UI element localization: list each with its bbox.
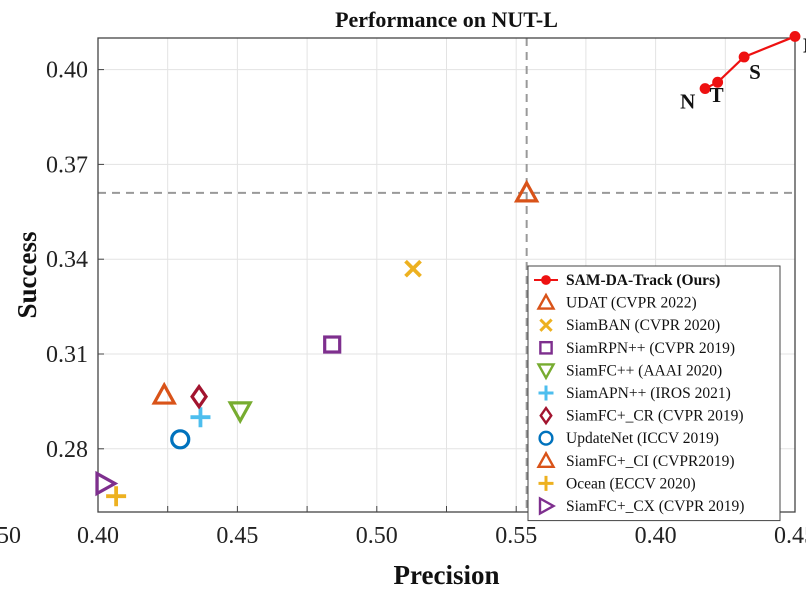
legend-marker-siamfc-cx-cvpr-2019 xyxy=(538,496,556,516)
legend-label-udat-cvpr-2022: UDAT (CVPR 2022) xyxy=(566,295,697,312)
chart-title: Performance on NUT-L xyxy=(335,7,558,32)
legend-marker-siamrpn-cvpr-2019 xyxy=(539,340,553,355)
legend-marker-sam-da-track-ours xyxy=(541,275,551,285)
marker-siamfc-cx-cvpr-2019 xyxy=(95,470,119,497)
legend-label-ocean-eccv-2020: Ocean (ECCV 2020) xyxy=(566,475,696,492)
legend-box xyxy=(527,265,781,522)
point-label-t: T xyxy=(710,83,724,107)
legend-label-sam-da-track-ours: SAM-DA-Track (Ours) xyxy=(566,272,720,289)
legend-label-siamapn-iros-2021: SiamAPN++ (IROS 2021) xyxy=(566,385,731,402)
y-tick-label: 0.31 xyxy=(46,342,88,368)
x-tick-label: 0.45 xyxy=(216,523,258,549)
x-tick-label: 0.55 xyxy=(495,523,537,549)
legend-label-updatenet-iccv-2019: UpdateNet (ICCV 2019) xyxy=(566,430,719,447)
y-tick-label: 0.28 xyxy=(46,437,88,463)
point-label-b: B xyxy=(803,33,806,57)
legend-marker-siamfc-cr-cvpr-2019 xyxy=(539,406,553,426)
point-label-s: S xyxy=(749,60,761,84)
x-tick-label: 0.50 xyxy=(0,523,21,549)
point-sam-da-track-ours-n xyxy=(699,83,711,95)
marker-siamrpn-cvpr-2019 xyxy=(323,335,342,354)
legend-label-siamban-cvpr-2020: SiamBAN (CVPR 2020) xyxy=(566,317,720,334)
legend-label-siamfc-aaai-2020: SiamFC++ (AAAI 2020) xyxy=(566,362,722,379)
tick-layer: 0.40 0.45 0.50 0.55 0.40 0.45 0.50 0.28 0.31 0.34… xyxy=(0,58,806,549)
legend: SAM-DA-Track (Ours) UDAT (CVPR 2022) SiamB… xyxy=(527,265,781,522)
legend-label-siamfc-cx-cvpr-2019: SiamFC+_CX (CVPR 2019) xyxy=(566,498,744,515)
x-tick-label: 0.45 xyxy=(774,523,806,549)
marker-siamban-cvpr-2020 xyxy=(404,259,422,278)
marker-updatenet-iccv-2019 xyxy=(170,429,191,450)
legend-label-siamfc-cr-cvpr-2019: SiamFC+_CR (CVPR 2019) xyxy=(566,408,744,425)
legend-marker-siamapn-iros-2021 xyxy=(538,385,554,401)
legend-marker-siamban-cvpr-2020 xyxy=(539,318,553,332)
point-sam-da-track-ours-s xyxy=(738,51,750,63)
marker-ocean-eccv-2020 xyxy=(106,486,127,507)
data-marks: NT S B xyxy=(95,30,806,507)
series-line-sam-da-track-ours xyxy=(704,35,796,90)
legend-marker-ocean-eccv-2020 xyxy=(538,475,554,491)
legend-marker-siamfc-ci-cvpr2019 xyxy=(536,450,556,468)
marker-siamfc-ci-cvpr2019 xyxy=(151,381,177,405)
point-sam-da-track-ours-t xyxy=(712,76,724,88)
point-sam-da-track-ours-b xyxy=(789,30,801,42)
y-axis-title: Success xyxy=(12,232,42,319)
legend-marker-udat-cvpr-2022 xyxy=(536,292,556,310)
marker-udat-cvpr-2022 xyxy=(513,179,540,203)
x-tick-label: 0.40 xyxy=(77,523,119,549)
x-axis-title: Precision xyxy=(394,560,500,590)
reference-lines xyxy=(98,38,795,512)
legend-label-siamrpn-cvpr-2019: SiamRPN++ (CVPR 2019) xyxy=(566,340,735,357)
marker-siamapn-iros-2021 xyxy=(190,407,211,428)
marker-siamfc-cr-cvpr-2019 xyxy=(190,383,209,410)
legend-marker-siamfc-aaai-2020 xyxy=(536,363,556,381)
y-tick-label: 0.34 xyxy=(46,247,88,273)
legend-label-siamfc-ci-cvpr2019: SiamFC+_CI (CVPR2019) xyxy=(566,453,735,470)
point-label-n: N xyxy=(680,90,695,114)
y-tick-label: 0.37 xyxy=(46,152,88,178)
y-tick-label: 0.40 xyxy=(46,58,88,84)
x-tick-label: 0.50 xyxy=(356,523,398,549)
marker-siamfc-aaai-2020 xyxy=(227,401,253,425)
legend-marker-updatenet-iccv-2019 xyxy=(538,430,554,446)
x-tick-label: 0.40 xyxy=(635,523,677,549)
